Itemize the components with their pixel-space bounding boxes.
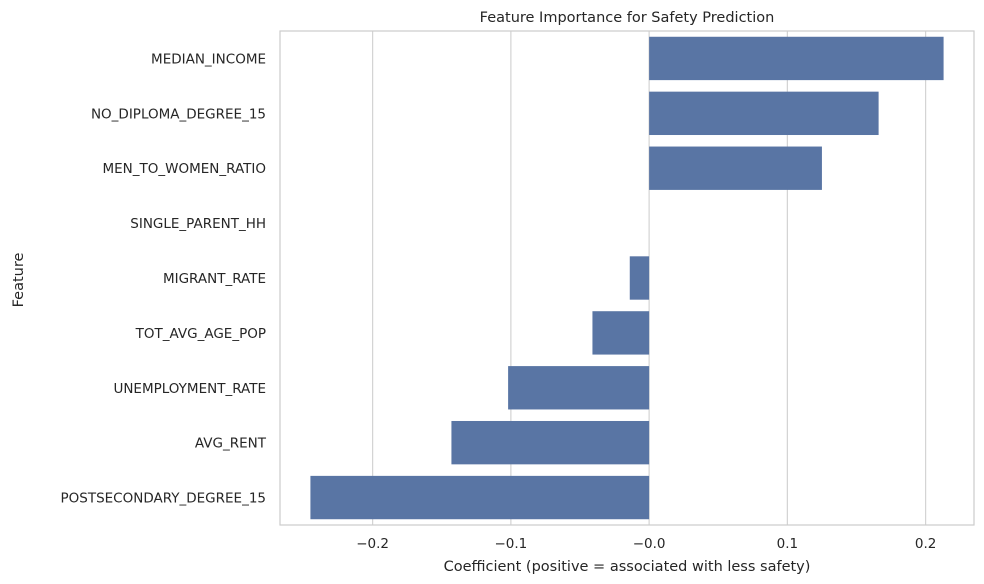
y-category-label: UNEMPLOYMENT_RATE xyxy=(113,381,266,397)
bar xyxy=(592,311,650,355)
y-category-labels: MEDIAN_INCOME NO_DIPLOMA_DEGREE_15 MEN_TO_… xyxy=(61,51,267,506)
y-category-label: POSTSECONDARY_DEGREE_15 xyxy=(61,491,267,507)
y-category-label: MIGRANT_RATE xyxy=(163,271,266,287)
x-axis-label: Coefficient (positive = associated with … xyxy=(444,559,811,575)
x-tick-label: −0.1 xyxy=(494,536,527,552)
x-tick-label: −0.2 xyxy=(356,536,389,552)
y-category-label: TOT_AVG_AGE_POP xyxy=(135,326,266,342)
bar xyxy=(310,475,650,520)
y-category-label: NO_DIPLOMA_DEGREE_15 xyxy=(91,106,266,122)
bar xyxy=(451,420,650,465)
x-tick-label: 0.1 xyxy=(777,536,798,552)
y-axis-label: Feature xyxy=(11,253,27,308)
y-category-label: MEDIAN_INCOME xyxy=(151,51,266,67)
bar xyxy=(649,36,944,81)
plot-frame xyxy=(279,30,975,526)
x-tick-label: 0.2 xyxy=(915,536,936,552)
y-category-label: SINGLE_PARENT_HH xyxy=(130,216,266,232)
chart-title: Feature Importance for Safety Prediction xyxy=(480,10,775,26)
bar xyxy=(649,91,879,136)
bar xyxy=(649,146,822,190)
y-category-label: MEN_TO_WOMEN_RATIO xyxy=(102,161,266,177)
bar xyxy=(508,366,650,410)
bars xyxy=(310,36,944,520)
y-category-label: AVG_RENT xyxy=(195,436,267,452)
x-tick-labels: −0.2 −0.1 −0.0 0.1 0.2 xyxy=(356,536,936,552)
x-tick-label: −0.0 xyxy=(633,536,666,552)
bar xyxy=(629,256,650,300)
